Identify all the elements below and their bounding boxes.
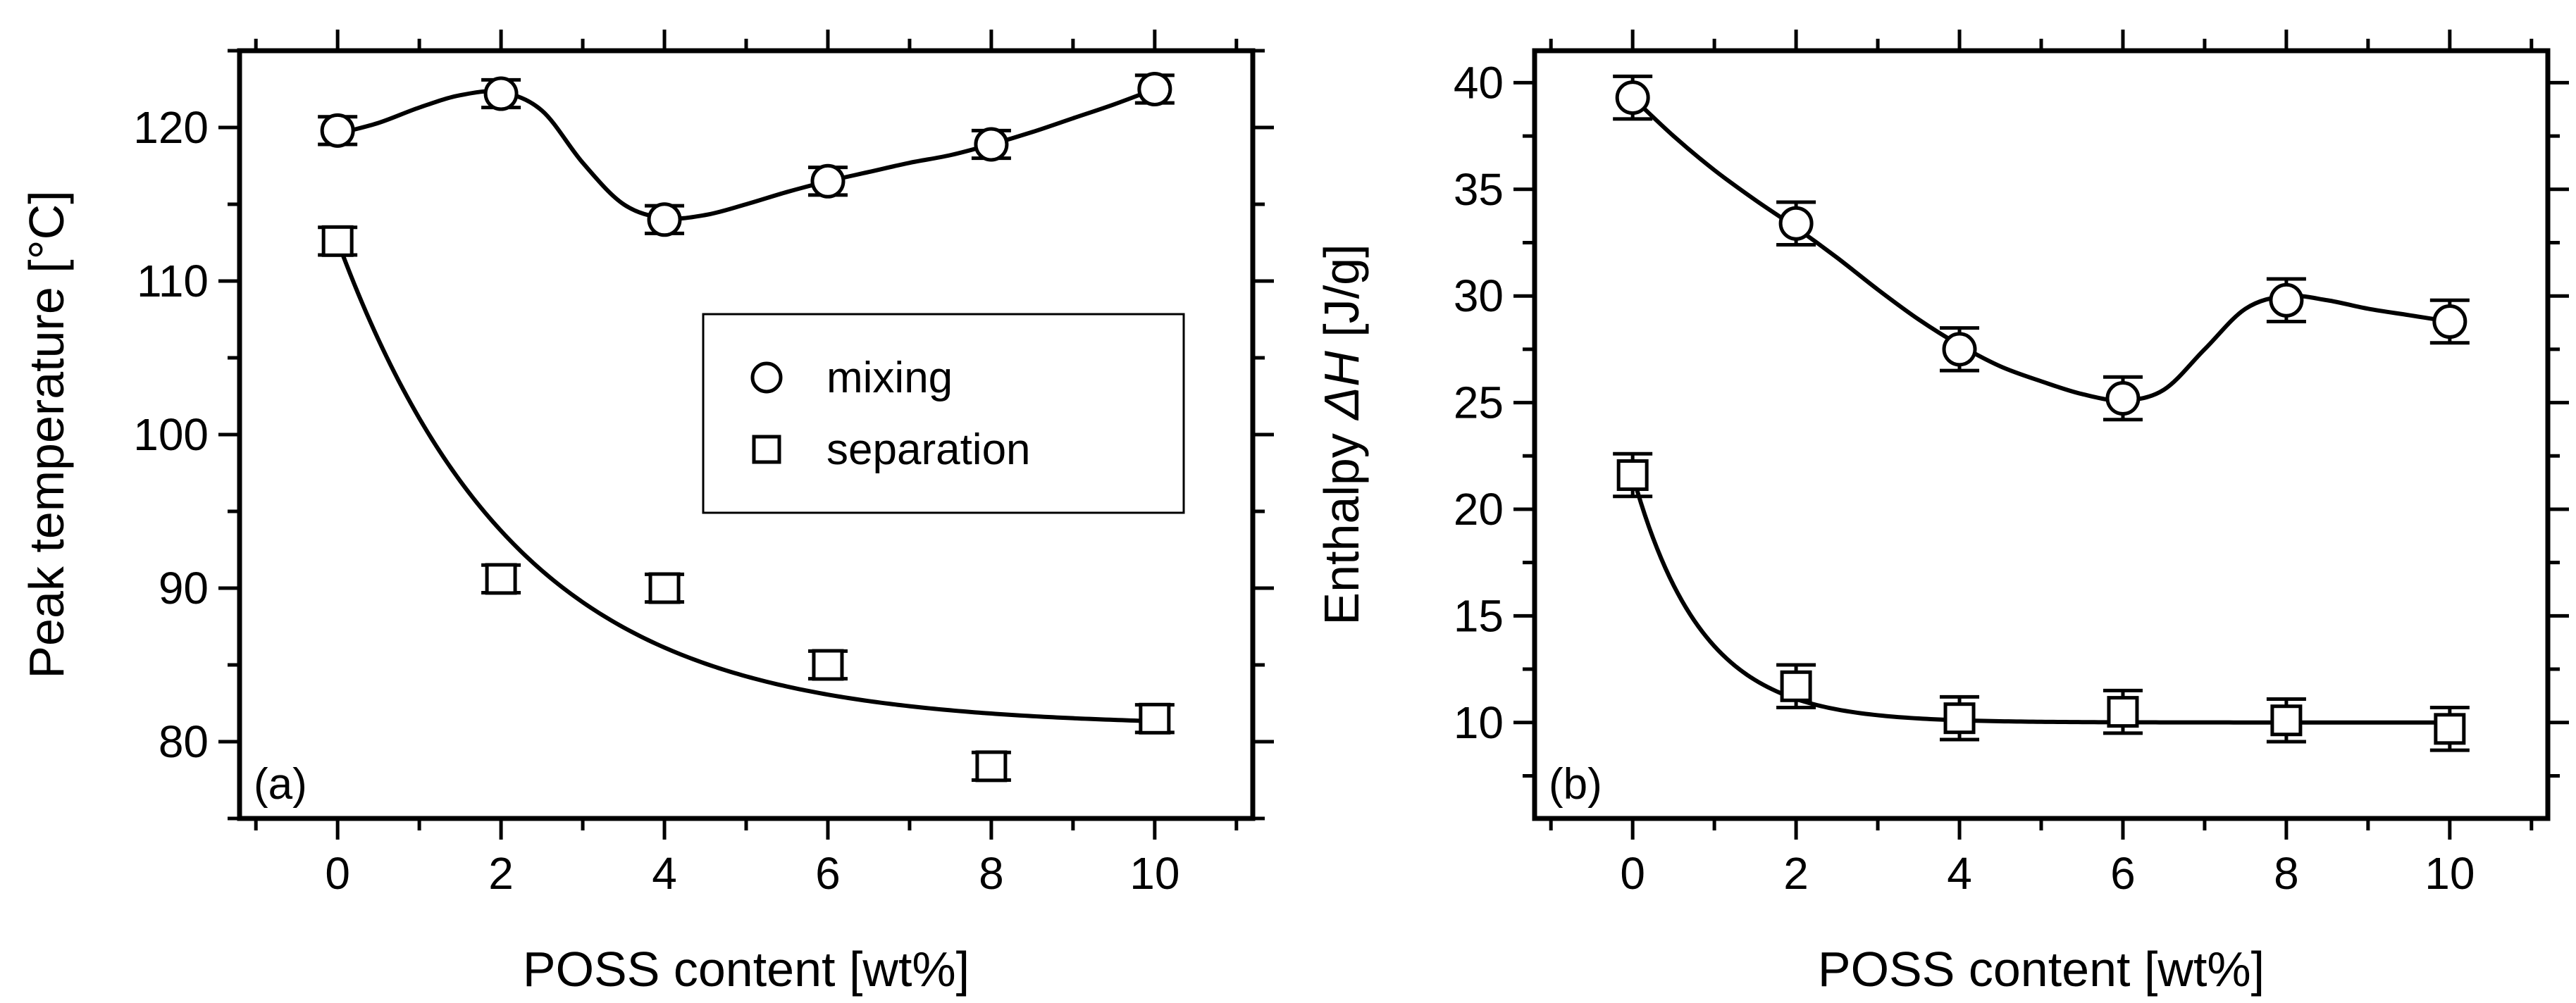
y-axis-title: Peak temperature [°C] <box>19 190 74 678</box>
y-tick-label: 20 <box>1454 484 1504 535</box>
chart-panel-a: 0 2 4 6 8 10 80 90 100 110 120 POSS content [wt%] Pe… <box>19 30 1274 997</box>
data-point-mixing <box>1615 80 1650 116</box>
fit-curve-separation <box>335 240 1155 723</box>
panel-label: (a) <box>254 760 307 809</box>
x-tick-label: 8 <box>2274 848 2299 899</box>
y-tick-label: 40 <box>1454 57 1504 108</box>
x-tick-label: 4 <box>652 848 677 899</box>
legend-box <box>702 313 1185 514</box>
y-tick-label: 110 <box>137 256 209 306</box>
fit-curve-mixing <box>1631 96 2451 403</box>
y-tick-label: 25 <box>1454 378 1504 428</box>
data-point-mixing <box>320 113 355 148</box>
y-tick-label: 90 <box>159 563 209 613</box>
legend-marker-circle <box>750 361 783 394</box>
fit-curve-separation <box>1630 474 2450 725</box>
data-point-mixing <box>974 127 1009 162</box>
x-tick-label: 2 <box>1783 848 1809 899</box>
x-tick-label: 0 <box>1620 848 1645 899</box>
y-axis-title-symbol: ΔH <box>1314 351 1369 421</box>
data-point-separation <box>1616 459 1649 492</box>
data-point-separation <box>975 750 1008 783</box>
x-tick-label: 4 <box>1947 848 1972 899</box>
data-point-mixing <box>483 76 519 111</box>
legend-marker-square <box>752 435 781 464</box>
data-point-separation <box>2270 704 2303 737</box>
data-point-separation <box>485 563 517 595</box>
y-tick-label: 10 <box>1454 697 1504 748</box>
x-tick-label: 2 <box>488 848 514 899</box>
data-point-mixing <box>1942 332 1977 367</box>
data-point-mixing <box>810 163 846 199</box>
y-tick-label: 100 <box>133 409 209 460</box>
data-point-separation <box>1943 702 1976 735</box>
y-axis-title-suffix: [J/g] <box>1314 244 1369 351</box>
data-point-separation <box>1780 670 1812 702</box>
y-tick-label: 15 <box>1454 590 1504 641</box>
chart-panel-b: 0 2 4 6 8 10 10 15 20 25 30 35 40 POSS content [wt%] E… <box>1314 30 2569 997</box>
data-point-mixing <box>1137 72 1172 106</box>
data-point-mixing <box>2269 282 2304 318</box>
data-point-separation <box>2107 696 2139 728</box>
x-axis-title: POSS content [wt%] <box>523 942 970 997</box>
x-tick-label: 8 <box>979 848 1004 899</box>
data-point-mixing <box>2432 304 2467 339</box>
data-point-mixing <box>2105 381 2141 416</box>
x-tick-label: 6 <box>815 848 841 899</box>
data-point-mixing <box>1778 206 1814 241</box>
y-tick-label: 30 <box>1454 270 1504 321</box>
data-point-separation <box>812 649 844 681</box>
plot-frame <box>1532 48 2551 821</box>
legend-label-mixing: mixing <box>826 354 953 402</box>
x-tick-label: 10 <box>1129 848 1179 899</box>
x-tick-label: 6 <box>2110 848 2136 899</box>
data-point-separation <box>1139 702 1171 735</box>
data-point-mixing <box>647 202 682 237</box>
y-tick-label: 120 <box>133 102 209 153</box>
y-axis-title: Enthalpy ΔH [J/g] <box>1314 244 1369 625</box>
panel-label: (b) <box>1549 760 1602 809</box>
legend-label-separation: separation <box>826 425 1031 474</box>
x-axis-title: POSS content [wt%] <box>1818 942 2265 997</box>
data-point-separation <box>648 572 681 604</box>
x-tick-label: 0 <box>325 848 350 899</box>
x-tick-label: 10 <box>2425 848 2475 899</box>
y-tick-label: 80 <box>159 716 209 767</box>
y-tick-label: 35 <box>1454 164 1504 215</box>
data-point-separation <box>2434 713 2466 745</box>
data-point-separation <box>321 225 354 257</box>
y-axis-title-prefix: Enthalpy <box>1314 420 1369 625</box>
fit-curve-mixing <box>337 87 1156 221</box>
legend: mixing separation <box>702 313 1185 514</box>
